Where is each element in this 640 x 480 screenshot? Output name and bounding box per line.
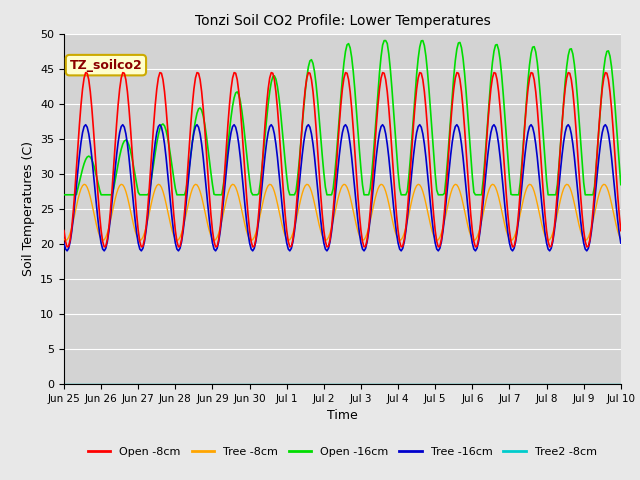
Title: Tonzi Soil CO2 Profile: Lower Temperatures: Tonzi Soil CO2 Profile: Lower Temperatur… bbox=[195, 14, 490, 28]
Legend: Open -8cm, Tree -8cm, Open -16cm, Tree -16cm, Tree2 -8cm: Open -8cm, Tree -8cm, Open -16cm, Tree -… bbox=[84, 442, 601, 461]
X-axis label: Time: Time bbox=[327, 409, 358, 422]
Y-axis label: Soil Temperatures (C): Soil Temperatures (C) bbox=[22, 141, 35, 276]
Text: TZ_soilco2: TZ_soilco2 bbox=[70, 59, 142, 72]
